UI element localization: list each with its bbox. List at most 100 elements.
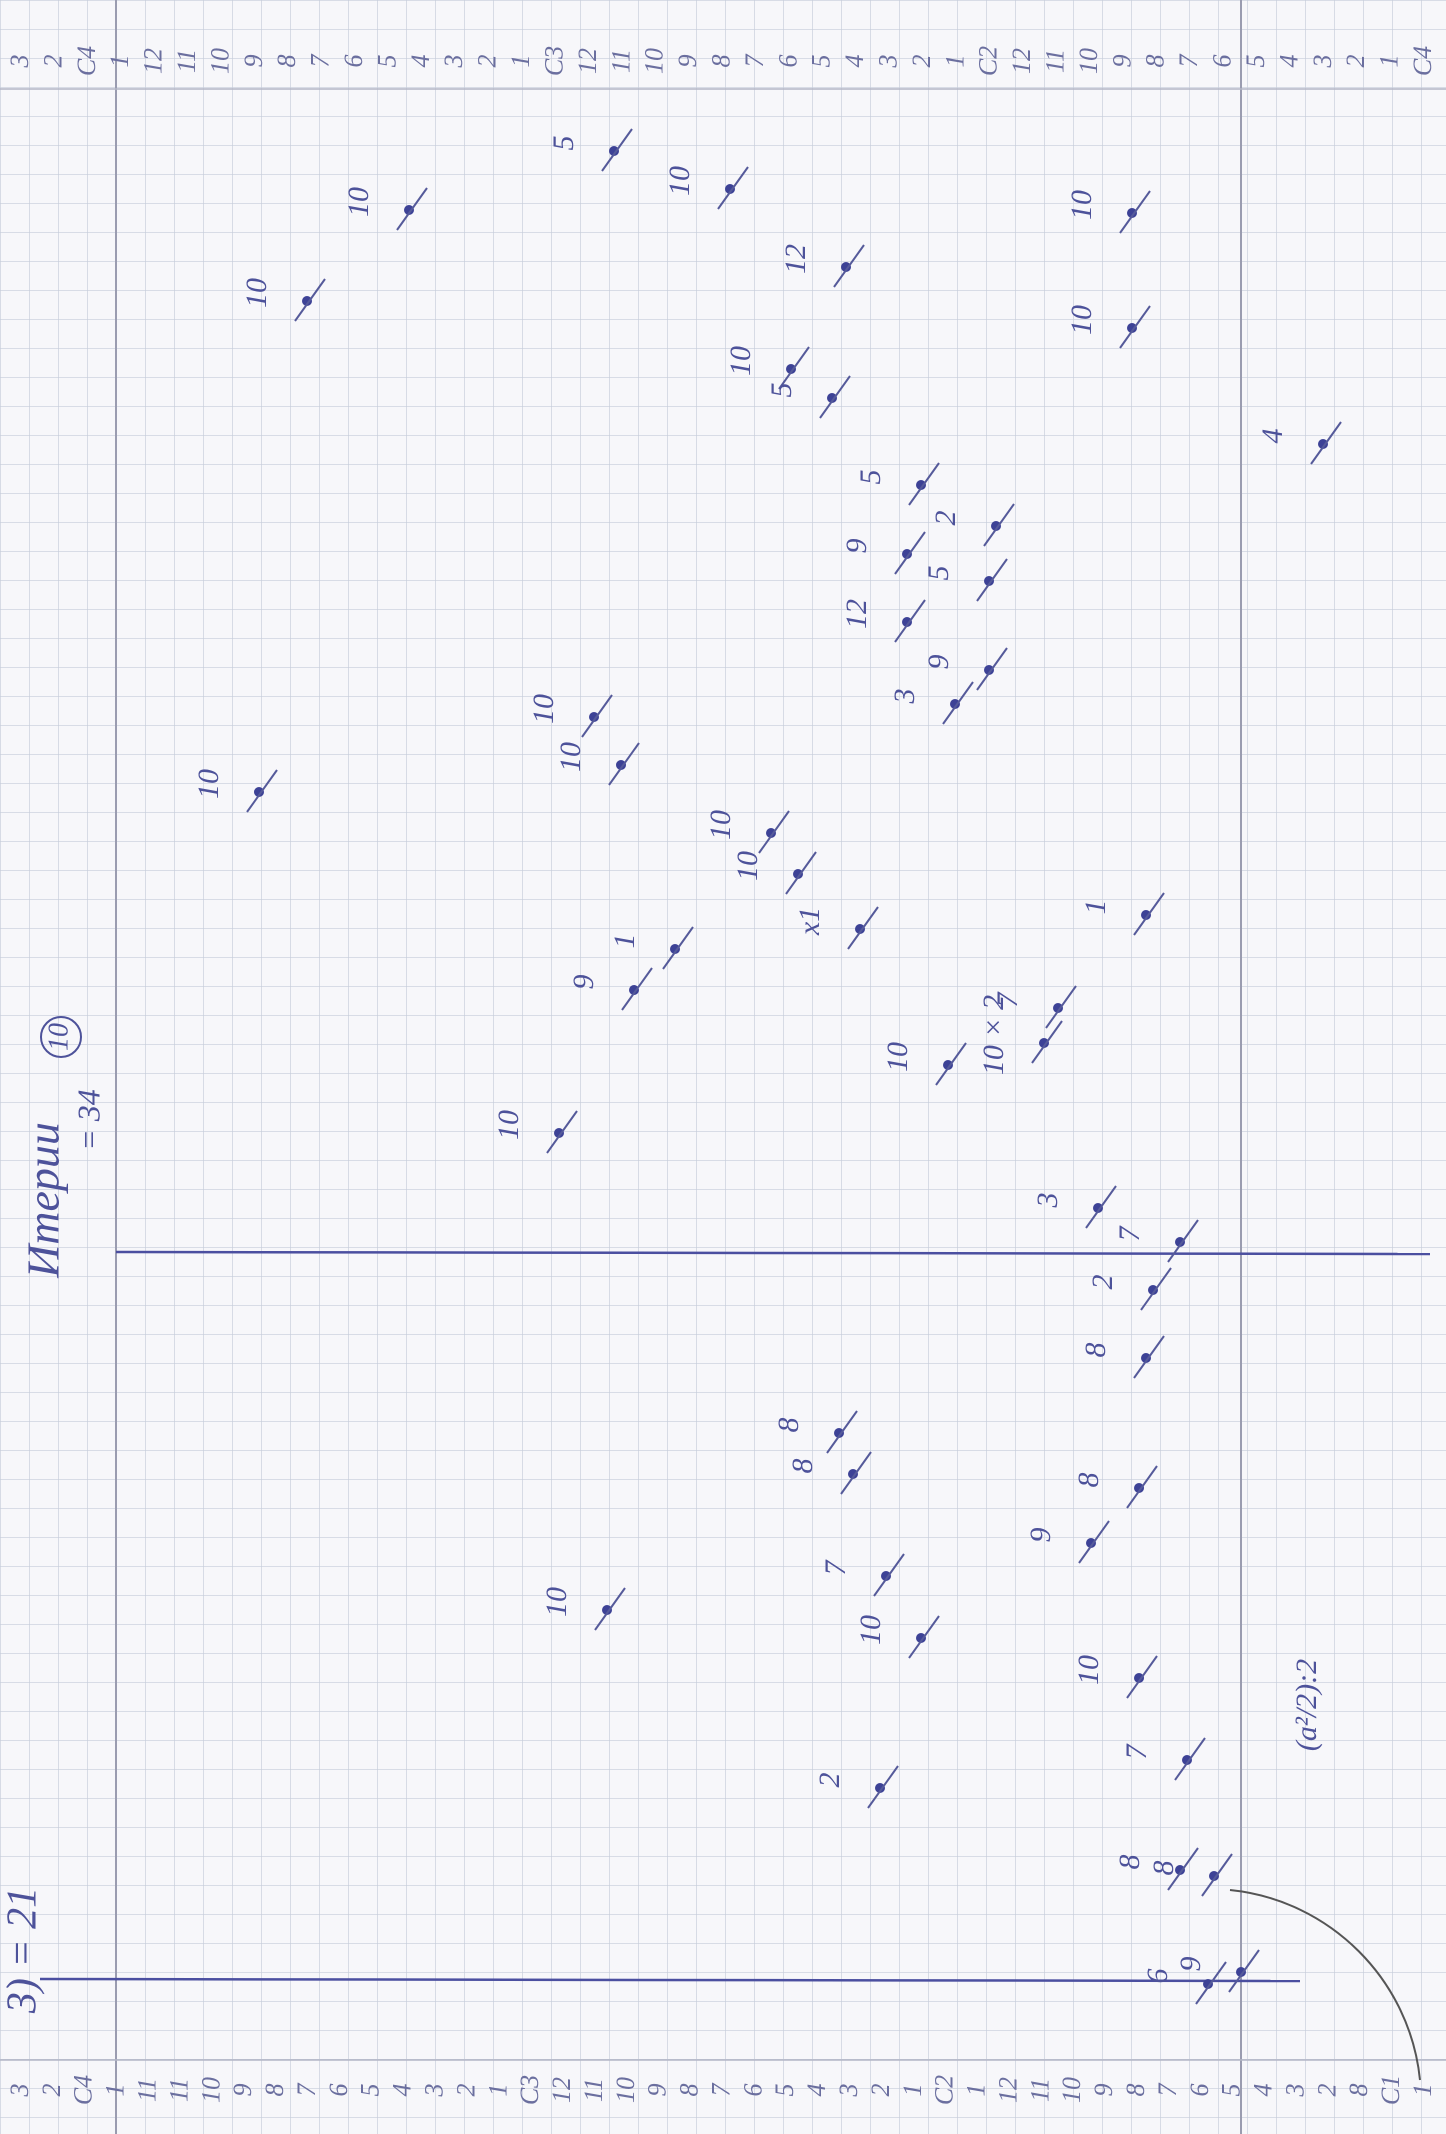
scale-label: 2	[37, 2084, 66, 2097]
note-dot	[827, 393, 837, 403]
note-dot	[916, 1633, 926, 1643]
scale-label: 3	[834, 2084, 863, 2098]
scale-label: C2	[930, 2075, 959, 2105]
scale-label: 3	[439, 55, 468, 69]
scale-label: 4	[1274, 55, 1303, 68]
note-dot	[1141, 910, 1151, 920]
note: 10	[724, 346, 757, 376]
note-stroke	[1174, 1737, 1206, 1781]
note-dot	[1175, 1865, 1185, 1875]
note-stroke	[1140, 1267, 1172, 1311]
note-stroke	[621, 967, 653, 1011]
scale-label: 7	[740, 54, 769, 68]
scale-label: 2	[866, 2084, 895, 2097]
scale-label: 6	[339, 55, 368, 68]
note-dot	[1039, 1038, 1049, 1048]
scale-label: 9	[228, 2084, 257, 2097]
note-dot	[875, 1783, 885, 1793]
scale-label: C1	[1376, 2075, 1405, 2105]
note: 3	[1031, 1193, 1064, 1209]
scale-label: 3	[873, 55, 902, 69]
scale-label: 5	[372, 55, 401, 68]
scale-label: 4	[802, 2084, 831, 2097]
formula: (a²/2):2	[1290, 1659, 1323, 1751]
scale-label: 1	[483, 2084, 512, 2097]
scale-label: 6	[773, 55, 802, 68]
note: 2	[929, 511, 962, 526]
note-dot	[1236, 1967, 1246, 1977]
scale-label: 8	[706, 55, 735, 68]
note: 10	[663, 166, 696, 196]
note: 3	[888, 689, 921, 705]
note-stroke	[581, 694, 613, 738]
note-stroke	[983, 503, 1015, 547]
note-stroke	[717, 166, 749, 210]
note: 10 × 2	[977, 995, 1010, 1075]
note-stroke	[1119, 190, 1151, 234]
note: 5	[765, 383, 798, 398]
scale-label: 8	[1121, 2084, 1150, 2097]
note-stroke	[819, 375, 851, 419]
note-stroke	[246, 769, 278, 813]
scale-label: 5	[770, 2084, 799, 2097]
note-dot	[609, 146, 619, 156]
note-dot	[589, 712, 599, 722]
scale-label: 2	[1312, 2084, 1341, 2097]
note: 9	[840, 539, 873, 554]
scale-label: 4	[840, 55, 869, 68]
scale-label: C3	[539, 46, 568, 76]
note: 9	[567, 975, 600, 990]
note: 9	[1024, 1528, 1057, 1543]
note-dot	[1134, 1483, 1144, 1493]
note-dot	[670, 944, 680, 954]
note: 1	[608, 934, 641, 949]
note-dot	[1127, 323, 1137, 333]
note-dot	[602, 1605, 612, 1615]
note-stroke	[833, 244, 865, 288]
scale-label: 7	[1153, 2083, 1182, 2097]
note-dot	[1318, 439, 1328, 449]
scale-label: 4	[1249, 2084, 1278, 2097]
note: 7	[991, 991, 1024, 1008]
note: 7	[819, 1559, 852, 1576]
scale-label: C4	[1408, 46, 1437, 76]
scale-label: 9	[643, 2084, 672, 2097]
note-dot	[786, 364, 796, 374]
note-stroke	[867, 1765, 899, 1809]
note: 10	[240, 278, 273, 308]
scale-label: 9	[1089, 2084, 1118, 2097]
scale-label: C2	[974, 46, 1003, 76]
note-dot	[950, 699, 960, 709]
note: 5	[854, 470, 887, 485]
scale-label: 4	[388, 2084, 417, 2097]
scale-label: 2	[38, 55, 67, 68]
scale-label: 10	[611, 2077, 640, 2103]
note-dot	[1182, 1755, 1192, 1765]
note-stroke	[847, 906, 879, 950]
note-stroke	[1119, 305, 1151, 349]
note-stroke	[1133, 1335, 1165, 1379]
scale-label: 1	[105, 55, 134, 68]
note-dot	[1148, 1285, 1158, 1295]
note-stroke	[908, 462, 940, 506]
note-dot	[793, 869, 803, 879]
note: 10	[881, 1042, 914, 1072]
note-dot	[1093, 1203, 1103, 1213]
note-stroke	[778, 346, 810, 390]
scale-label: 12	[993, 2077, 1022, 2103]
note-stroke	[826, 1410, 858, 1454]
scale-label: 10	[640, 48, 669, 74]
note-dot	[1203, 1979, 1213, 1989]
scale-label: 6	[738, 2084, 767, 2097]
scale-label: C3	[515, 2075, 544, 2105]
note-dot	[1141, 1353, 1151, 1363]
count: = 34	[70, 1089, 106, 1151]
note-stroke	[1167, 1219, 1199, 1263]
scale-label: C4	[69, 2075, 98, 2105]
note-dot	[943, 1060, 953, 1070]
note-stroke	[1167, 1847, 1199, 1891]
note: 4	[1256, 429, 1289, 444]
scale-label: 10	[1074, 48, 1103, 74]
note-stroke	[601, 128, 633, 172]
note-stroke	[758, 810, 790, 854]
